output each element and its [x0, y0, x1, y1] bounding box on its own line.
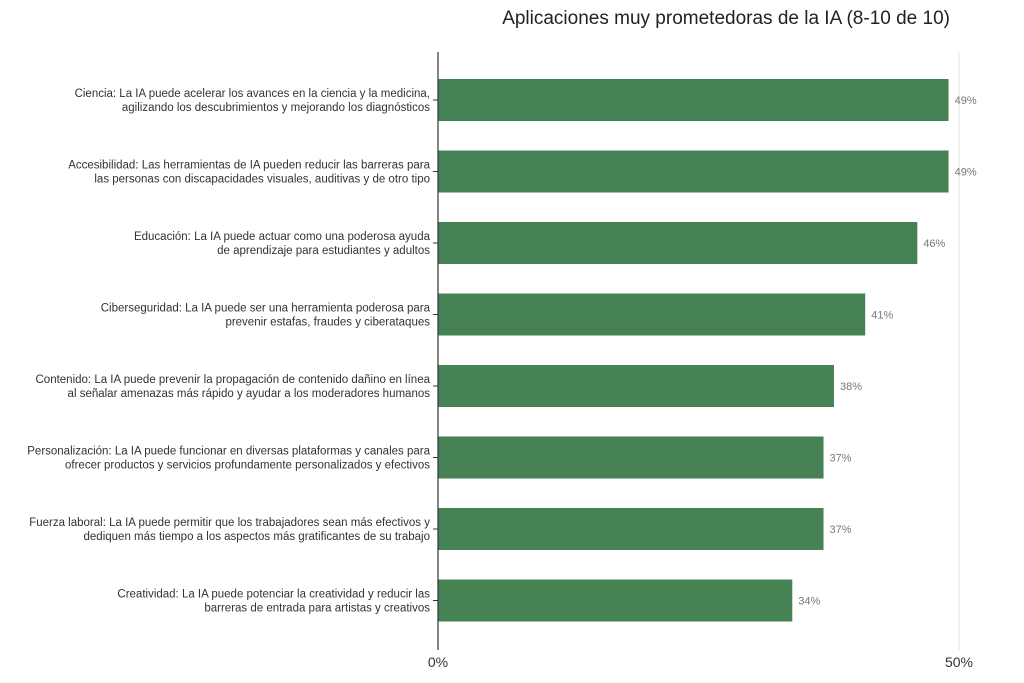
category-label: ofrecer productos y servicios profundame…: [65, 460, 430, 472]
bar: [438, 508, 824, 550]
bar: [438, 222, 918, 264]
category-label: Accesibilidad: Las herramientas de IA pu…: [68, 160, 430, 172]
bar: [438, 293, 866, 336]
chart-title: Aplicaciones muy prometedoras de la IA (…: [502, 8, 950, 29]
category-label: Ciencia: La IA puede acelerar los avance…: [75, 88, 430, 100]
category-label: Fuerza laboral: La IA puede permitir que…: [29, 517, 430, 529]
data-label: 49%: [955, 95, 977, 107]
bar: [438, 579, 793, 622]
x-tick-label: 50%: [945, 654, 973, 670]
category-label: Ciberseguridad: La IA puede ser una herr…: [101, 303, 431, 315]
data-label: 38%: [840, 381, 862, 393]
bar: [438, 150, 949, 193]
category-label: Educación: La IA puede actuar como una p…: [134, 231, 431, 243]
data-label: 46%: [923, 238, 945, 250]
category-label: al señalar amenazas más rápido y ayudar …: [68, 388, 431, 400]
category-label: dediquen más tiempo a los aspectos más g…: [84, 531, 430, 543]
category-label: Contenido: La IA puede prevenir la propa…: [36, 374, 431, 386]
data-label: 41%: [871, 310, 893, 322]
bar: [438, 365, 834, 407]
category-label: las personas con discapacidades visuales…: [94, 174, 430, 186]
bar: [438, 436, 824, 479]
category-label: Personalización: La IA puede funcionar e…: [27, 446, 430, 458]
x-tick-label: 0%: [428, 654, 448, 670]
category-label: agilizando los descubrimientos y mejoran…: [122, 102, 430, 114]
data-label: 37%: [830, 453, 852, 465]
category-label: de aprendizaje para estudiantes y adulto…: [217, 245, 430, 257]
data-label: 37%: [830, 524, 852, 536]
bar: [438, 79, 949, 121]
data-label: 34%: [798, 596, 820, 608]
category-label: barreras de entrada para artistas y crea…: [204, 603, 430, 615]
category-label: Creatividad: La IA puede potenciar la cr…: [117, 589, 430, 601]
data-label: 49%: [955, 167, 977, 179]
category-label: prevenir estafas, fraudes y ciberataques: [225, 317, 430, 329]
